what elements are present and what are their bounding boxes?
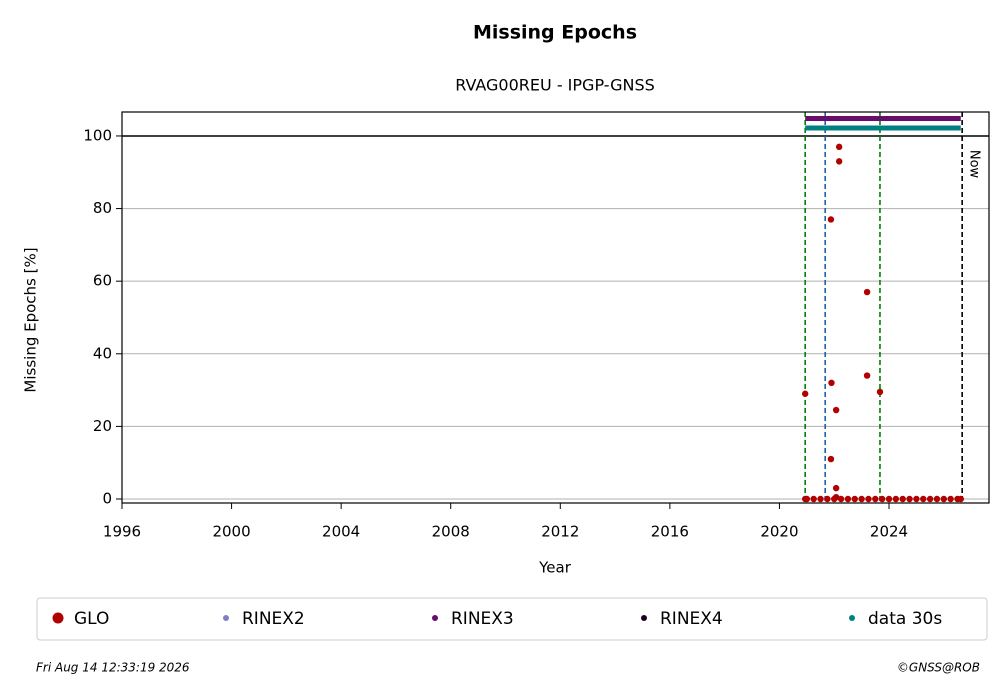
data-point xyxy=(831,495,838,503)
data-point xyxy=(885,495,893,503)
data-point xyxy=(827,455,835,463)
data-point xyxy=(940,495,948,503)
data-point xyxy=(810,495,817,503)
legend-marker xyxy=(52,612,64,624)
x-tick-label: 1996 xyxy=(103,523,141,541)
x-tick-label: 2024 xyxy=(870,523,908,541)
data-point xyxy=(878,495,886,503)
data-point xyxy=(899,495,906,503)
data-point xyxy=(851,495,858,503)
data-point xyxy=(933,495,941,503)
legend-marker xyxy=(223,615,229,621)
y-tick-label: 100 xyxy=(83,126,112,144)
data-point xyxy=(835,143,843,151)
y-tick-label: 20 xyxy=(93,417,112,435)
data-point xyxy=(892,495,900,503)
chart-title: Missing Epochs xyxy=(473,22,637,44)
x-tick-label: 2016 xyxy=(651,523,689,541)
data-point xyxy=(837,495,845,503)
data-point xyxy=(863,372,871,379)
legend-label: data 30s xyxy=(868,609,942,629)
x-tick-label: 2000 xyxy=(212,523,250,541)
footer-date: Fri Aug 14 12:33:19 2026 xyxy=(36,661,190,675)
data-point xyxy=(824,495,831,503)
chart-subtitle: RVAG00REU - IPGP-GNSS xyxy=(455,76,655,95)
x-axis-label: Year xyxy=(538,559,572,577)
x-tick-label: 2004 xyxy=(322,523,360,541)
y-tick-label: 40 xyxy=(93,344,112,362)
data-point xyxy=(827,216,835,223)
data-point xyxy=(906,495,913,503)
y-tick-label: 60 xyxy=(93,272,112,290)
legend-label: RINEX4 xyxy=(660,609,723,629)
data-point xyxy=(947,495,954,503)
data-point xyxy=(872,495,879,503)
legend-marker xyxy=(641,615,647,621)
data-point xyxy=(926,495,934,503)
plot-frame xyxy=(121,111,990,504)
x-tick-label: 2008 xyxy=(432,523,470,541)
y-tick-label: 80 xyxy=(93,199,112,217)
data-point xyxy=(913,495,920,503)
y-axis-label: Missing Epochs [%] xyxy=(22,247,40,392)
data-point xyxy=(828,379,835,387)
legend-marker xyxy=(432,615,438,621)
legend-label: GLO xyxy=(74,609,109,629)
data-point xyxy=(803,495,811,503)
event-label: Now xyxy=(967,150,982,179)
data-point xyxy=(801,390,809,397)
data-point xyxy=(832,484,840,492)
data-point xyxy=(817,495,824,503)
data-point xyxy=(835,158,843,165)
legend-label: RINEX3 xyxy=(451,609,514,629)
data-point xyxy=(858,495,865,503)
data-point xyxy=(920,495,927,503)
data-point xyxy=(844,495,852,503)
y-tick-label: 0 xyxy=(102,490,112,508)
data-point xyxy=(863,288,871,296)
x-tick-label: 2012 xyxy=(541,523,579,541)
x-tick-label: 2020 xyxy=(760,523,798,541)
data-point xyxy=(865,495,872,503)
footer-credit: ©GNSS@ROB xyxy=(897,661,980,675)
legend-marker xyxy=(849,615,855,621)
data-point xyxy=(876,388,884,396)
legend-label: RINEX2 xyxy=(242,609,305,629)
data-point xyxy=(832,406,840,414)
legend-box xyxy=(36,597,988,641)
data-point xyxy=(957,495,964,503)
